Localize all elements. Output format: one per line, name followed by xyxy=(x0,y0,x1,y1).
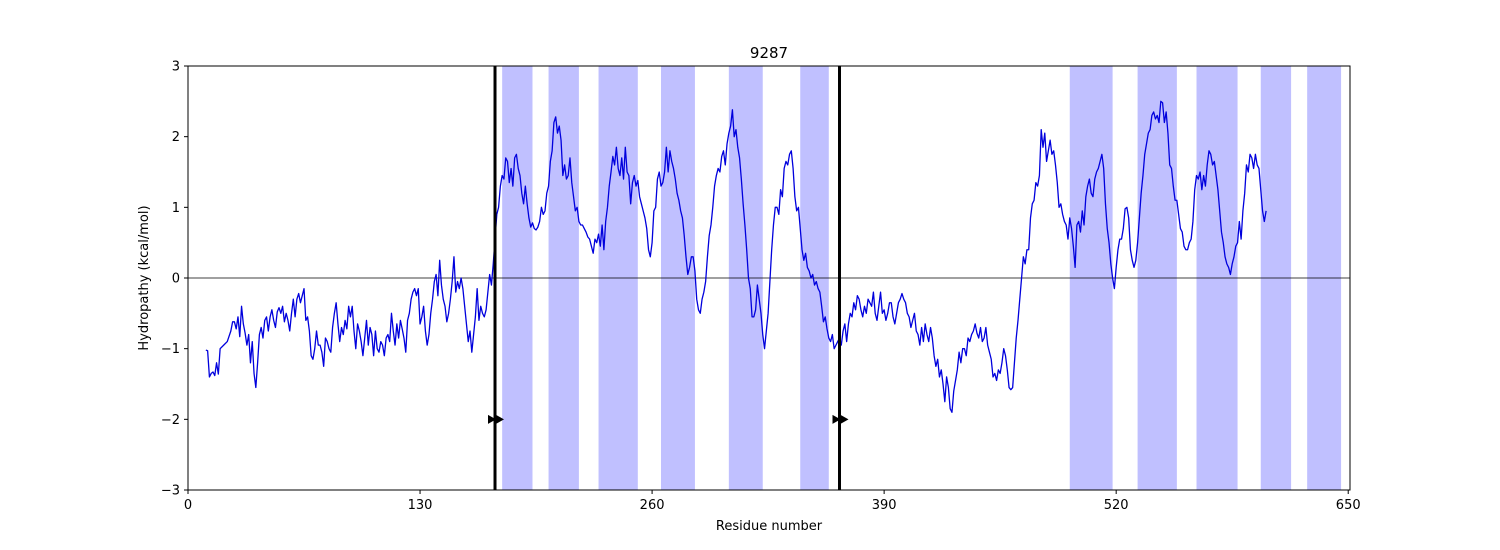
y-axis-ticks: −3 −2 −1 0 1 2 3 xyxy=(161,60,188,499)
y-tick-label: −2 xyxy=(161,413,180,428)
y-tick-label: 2 xyxy=(172,130,180,145)
y-tick-label: 0 xyxy=(172,272,180,287)
x-tick-label: 520 xyxy=(1104,498,1129,513)
y-tick-label: −1 xyxy=(161,342,180,357)
x-tick-label: 390 xyxy=(872,498,897,513)
x-tick-label: 650 xyxy=(1336,498,1361,513)
chart-title: 9287 xyxy=(750,44,788,62)
hydropathy-series-line xyxy=(205,100,1267,413)
arrow-marker-2-b xyxy=(840,414,849,424)
x-axis-label: Residue number xyxy=(716,519,823,534)
x-tick-label: 0 xyxy=(184,498,192,513)
x-tick-label: 130 xyxy=(408,498,433,513)
x-tick-label: 260 xyxy=(640,498,665,513)
y-tick-label: −3 xyxy=(161,484,180,499)
arrow-marker-1-b xyxy=(496,414,505,424)
arrow-marker-2-a xyxy=(832,414,841,424)
boundary-markers xyxy=(488,66,849,490)
x-axis-ticks: 0 130 260 390 520 650 xyxy=(184,490,1361,513)
y-axis-label: Hydropathy (kcal/mol) xyxy=(137,205,152,350)
y-tick-label: 3 xyxy=(172,60,180,75)
arrow-marker-1-a xyxy=(488,414,497,424)
y-tick-label: 1 xyxy=(172,201,180,216)
